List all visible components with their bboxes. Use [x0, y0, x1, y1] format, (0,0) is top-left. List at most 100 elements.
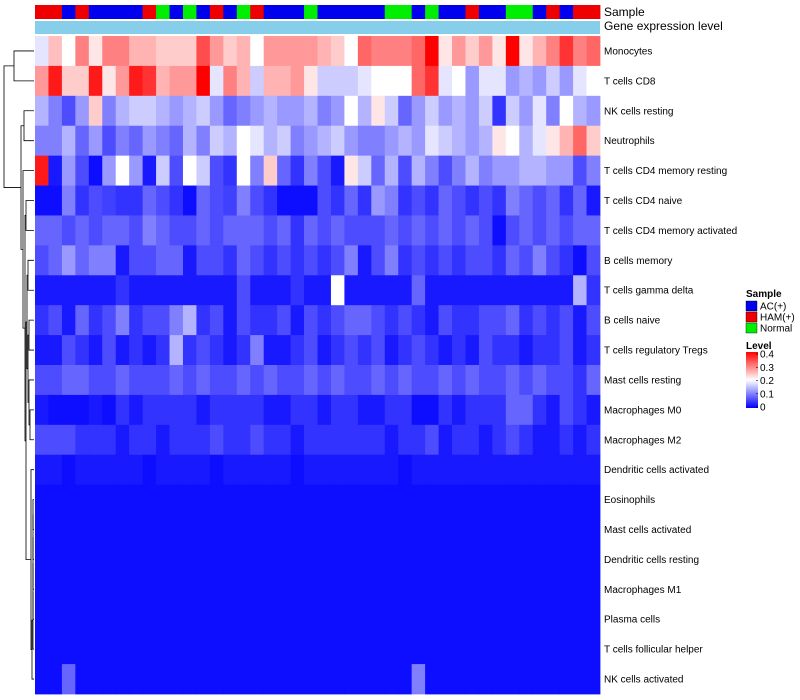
heatmap-cell	[182, 245, 197, 276]
heatmap-cell	[75, 95, 90, 127]
heatmap-cell	[344, 394, 359, 426]
heatmap-cell	[196, 335, 211, 366]
heatmap-cell	[304, 245, 318, 276]
heatmap-cell	[182, 125, 197, 157]
heatmap-cell	[586, 484, 601, 515]
heatmap-cell	[75, 484, 90, 515]
heatmap-cell	[102, 305, 117, 336]
heatmap-cell	[304, 65, 318, 97]
heatmap-cell	[505, 125, 520, 157]
heatmap-cell	[263, 185, 278, 216]
sample-group-cell	[492, 5, 507, 19]
heatmap-cell	[75, 664, 90, 695]
heatmap-cell	[344, 65, 359, 97]
heatmap-cell	[573, 215, 587, 246]
heatmap-cell	[559, 215, 574, 246]
sample-group-cell	[371, 5, 386, 19]
heatmap-cell	[411, 634, 426, 665]
heatmap-cell	[425, 65, 439, 97]
heatmap-cell	[452, 305, 466, 336]
heatmap-cell	[102, 544, 117, 575]
heatmap-cell	[209, 36, 224, 67]
heatmap-cell	[250, 664, 265, 695]
sample-group-cell	[304, 5, 318, 19]
heatmap-cell	[519, 365, 534, 396]
heatmap-cell	[236, 365, 251, 396]
heatmap-cell	[196, 155, 211, 186]
heatmap-cell	[277, 36, 291, 67]
heatmap-cell	[88, 454, 103, 486]
heatmap-cell	[344, 95, 359, 127]
heatmap-cell	[277, 484, 291, 515]
heatmap-cell	[75, 155, 90, 186]
heatmap-cell	[371, 544, 386, 575]
heatmap-cell	[452, 365, 466, 396]
heatmap-cell	[236, 275, 251, 306]
heatmap-cell	[438, 245, 453, 276]
heatmap-cell	[290, 245, 305, 276]
heatmap-cell	[384, 305, 399, 336]
heatmap-cell	[317, 664, 332, 695]
heatmap-cell	[169, 125, 184, 157]
heatmap-cell	[317, 544, 332, 575]
heatmap-cell	[142, 155, 157, 186]
heatmap-cell	[223, 394, 238, 426]
heatmap-cell	[250, 484, 265, 515]
heatmap-cell	[304, 574, 318, 605]
heatmap-cell	[452, 185, 466, 216]
heatmap-cell	[478, 275, 493, 306]
heatmap-cell	[129, 454, 144, 486]
dendrogram-branch	[3, 65, 21, 188]
heatmap-cell	[573, 544, 587, 575]
heatmap-cell	[317, 185, 332, 216]
heatmap-cell	[519, 514, 534, 545]
heatmap-cell	[586, 365, 601, 396]
heatmap-cell	[263, 245, 278, 276]
sample-annotation-label: Sample	[604, 5, 645, 19]
heatmap-cell	[250, 245, 265, 276]
heatmap-cell	[465, 454, 480, 486]
heatmap-cell	[546, 664, 561, 695]
heatmap-cell	[344, 215, 359, 246]
heatmap-cell	[478, 215, 493, 246]
heatmap-cell	[48, 36, 63, 67]
heatmap-cell	[357, 185, 372, 216]
sample-legend-entries: AC(+)HAM(+)Normal	[745, 300, 795, 335]
heatmap-cell	[532, 365, 547, 396]
heatmap-cell	[465, 215, 480, 246]
heatmap-cell	[263, 664, 278, 695]
heatmap-cell	[573, 454, 587, 486]
heatmap-cell	[156, 544, 170, 575]
heatmap-cell	[532, 36, 547, 67]
heatmap-cell	[384, 484, 399, 515]
heatmap-cell	[75, 36, 90, 67]
heatmap-cell	[156, 454, 170, 486]
heatmap-cell	[505, 544, 520, 575]
heatmap-cell	[384, 604, 399, 635]
heatmap-cell	[102, 65, 117, 97]
heatmap-cell	[519, 394, 534, 426]
heatmap-cell	[519, 185, 534, 216]
sample-legend-swatch	[745, 322, 758, 334]
sample-legend-label: Normal	[760, 324, 792, 335]
heatmap-cell	[209, 484, 224, 515]
level-tick-label: 0.4	[760, 350, 774, 361]
heatmap-cell	[88, 95, 103, 127]
heatmap-cell	[425, 275, 439, 306]
sample-group-cell	[61, 5, 76, 19]
heatmap-cell	[223, 544, 238, 575]
heatmap-cell	[169, 574, 184, 605]
heatmap-cell	[492, 275, 507, 306]
heatmap-cell	[330, 185, 345, 216]
heatmap-cell	[102, 245, 117, 276]
heatmap-cell	[75, 305, 90, 336]
heatmap-cell	[61, 335, 76, 366]
heatmap-cell	[411, 335, 426, 366]
heatmap-cell	[425, 454, 439, 486]
heatmap-cell	[357, 544, 372, 575]
heatmap-cell	[505, 514, 520, 545]
heatmap-cell	[478, 574, 493, 605]
heatmap-cell	[344, 275, 359, 306]
heatmap-cell	[169, 424, 184, 456]
heatmap-cell	[236, 574, 251, 605]
